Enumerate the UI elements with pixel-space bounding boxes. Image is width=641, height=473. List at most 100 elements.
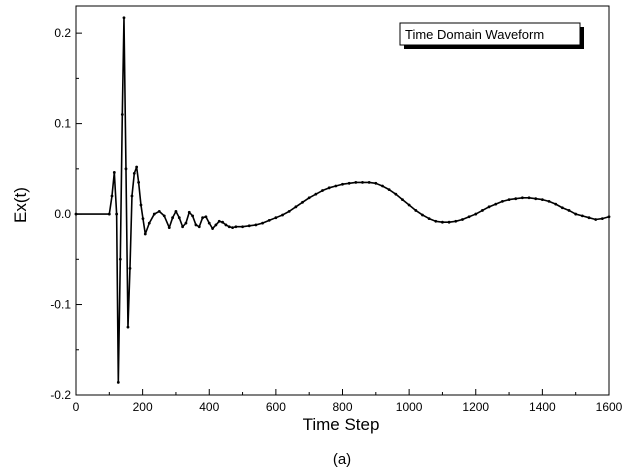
x-tick-label: 400 [199,400,219,414]
figure-caption: (a) [333,451,351,468]
data-point [197,225,201,229]
legend: Time Domain Waveform [399,22,584,49]
data-point [447,220,451,224]
data-point [594,218,598,221]
data-point [467,215,471,219]
data-point [139,203,143,207]
data-point [120,113,124,116]
data-point [241,225,244,229]
data-point [143,232,147,236]
data-point [307,196,311,200]
data-point [441,220,444,224]
data-point [287,209,291,213]
data-point [261,221,264,225]
data-point [560,206,564,210]
data-point [141,217,145,220]
y-tick-label: -0.2 [50,388,71,402]
data-point [137,181,141,184]
legend-box [399,22,581,46]
data-point [124,167,128,171]
data-point [281,213,284,217]
data-point [110,194,114,198]
data-point [381,184,384,188]
data-point [554,202,558,206]
data-point [184,221,188,225]
data-point [147,221,151,225]
data-point [587,216,591,220]
data-point [607,215,611,219]
data-point [130,194,134,198]
y-tick-label: 0.0 [54,207,71,221]
data-point [481,209,484,212]
x-tick-label: 800 [332,400,352,414]
data-point [234,225,238,229]
data-point [301,200,304,204]
data-point [107,212,111,216]
data-point [374,181,378,185]
data-point [231,226,234,230]
x-tick-label: 600 [266,400,286,414]
data-point [217,219,221,223]
legend-label: Time Domain Waveform [405,27,544,42]
data-point [540,198,544,201]
data-point [135,165,139,169]
data-point [201,216,204,220]
data-point [211,227,214,230]
data-point [367,181,371,184]
x-tick-label: 1400 [529,400,556,414]
data-point [247,224,251,228]
data-point [514,197,518,201]
data-point [207,221,211,225]
data-point [267,219,271,222]
data-point [334,184,338,188]
data-point [152,212,156,216]
data-point [520,196,524,200]
data-point [254,223,258,227]
data-point [407,203,411,207]
data-point [177,216,181,220]
data-point [274,216,278,220]
data-point [167,226,171,230]
data-point [580,214,584,218]
data-point [547,200,551,203]
data-point [501,200,504,203]
x-tick-label: 200 [133,400,153,414]
data-point [181,225,185,229]
data-point [354,181,358,184]
data-point [600,217,604,220]
data-point [128,266,132,270]
data-point [527,196,531,200]
data-point [224,223,228,227]
data-point [187,210,191,214]
y-tick-label: 0.1 [54,117,71,131]
data-point [115,212,119,216]
data-point [116,380,120,384]
data-point [314,192,318,196]
data-point [321,189,324,192]
data-point [327,186,331,190]
data-point [361,181,364,184]
data-point [401,198,404,201]
data-point [387,188,391,192]
data-point [494,202,498,206]
x-tick-label: 0 [73,400,80,414]
data-point [171,216,175,220]
data-point [487,205,491,209]
data-point [118,257,122,261]
data-point [74,212,78,216]
y-tick-label: 0.2 [54,26,71,40]
data-point [507,198,511,201]
x-tick-label: 1200 [462,400,489,414]
data-point [191,214,194,218]
data-point [414,209,418,212]
plot-frame [75,5,610,396]
data-point [204,215,208,219]
data-point [112,171,116,174]
data-point [394,192,398,196]
data-point [294,205,298,209]
data-point [214,223,218,227]
data-point [162,214,166,218]
data-point [132,171,136,175]
data-point [157,209,161,213]
data-point [474,212,478,216]
